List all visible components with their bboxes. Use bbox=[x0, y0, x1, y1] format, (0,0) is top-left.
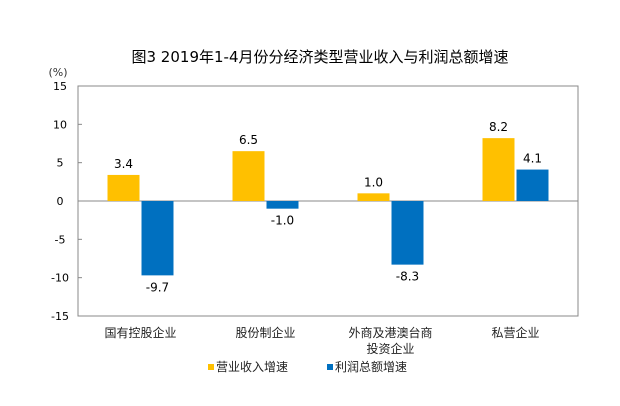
bar-profit bbox=[141, 201, 174, 276]
y-tick-label: -5 bbox=[55, 233, 66, 246]
bar-profit bbox=[266, 201, 299, 209]
data-label: -1.0 bbox=[271, 214, 294, 228]
bar-revenue bbox=[357, 193, 390, 201]
x-tick-label: 股份制企业 bbox=[235, 325, 295, 340]
x-tick-label: 私营企业 bbox=[491, 325, 539, 340]
y-tick-label: -15 bbox=[51, 310, 69, 323]
bar-profit bbox=[391, 201, 424, 265]
y-axis-unit: (%) bbox=[48, 66, 67, 79]
data-label: 8.2 bbox=[489, 120, 508, 134]
legend-label: 利润总额增速 bbox=[335, 360, 407, 374]
data-label: 1.0 bbox=[364, 175, 383, 189]
data-label: -9.7 bbox=[146, 280, 169, 294]
y-tick-label: 5 bbox=[57, 157, 64, 170]
data-label: -8.3 bbox=[396, 270, 419, 284]
y-tick-label: 15 bbox=[53, 80, 67, 93]
y-tick-label: 10 bbox=[53, 118, 67, 131]
bar-revenue bbox=[482, 138, 515, 201]
legend-label: 营业收入增速 bbox=[216, 360, 288, 374]
data-label: 3.4 bbox=[114, 157, 133, 171]
x-tick-label: 国有控股企业 bbox=[104, 325, 176, 340]
bar-revenue bbox=[107, 174, 140, 201]
chart-title: 图3 2019年1-4月份分经济类型营业收入与利润总额增速 bbox=[132, 48, 509, 66]
y-tick-label: -10 bbox=[51, 272, 69, 285]
legend-swatch bbox=[208, 364, 214, 370]
bar-profit bbox=[516, 169, 549, 201]
y-tick-label: 0 bbox=[57, 195, 64, 208]
legend-swatch bbox=[327, 364, 333, 370]
data-label: 6.5 bbox=[239, 133, 258, 147]
x-tick-label: 投资企业 bbox=[366, 341, 414, 356]
data-label: 4.1 bbox=[523, 152, 542, 166]
bar-revenue bbox=[232, 151, 265, 201]
x-tick-label: 外商及港澳台商 bbox=[348, 325, 432, 340]
